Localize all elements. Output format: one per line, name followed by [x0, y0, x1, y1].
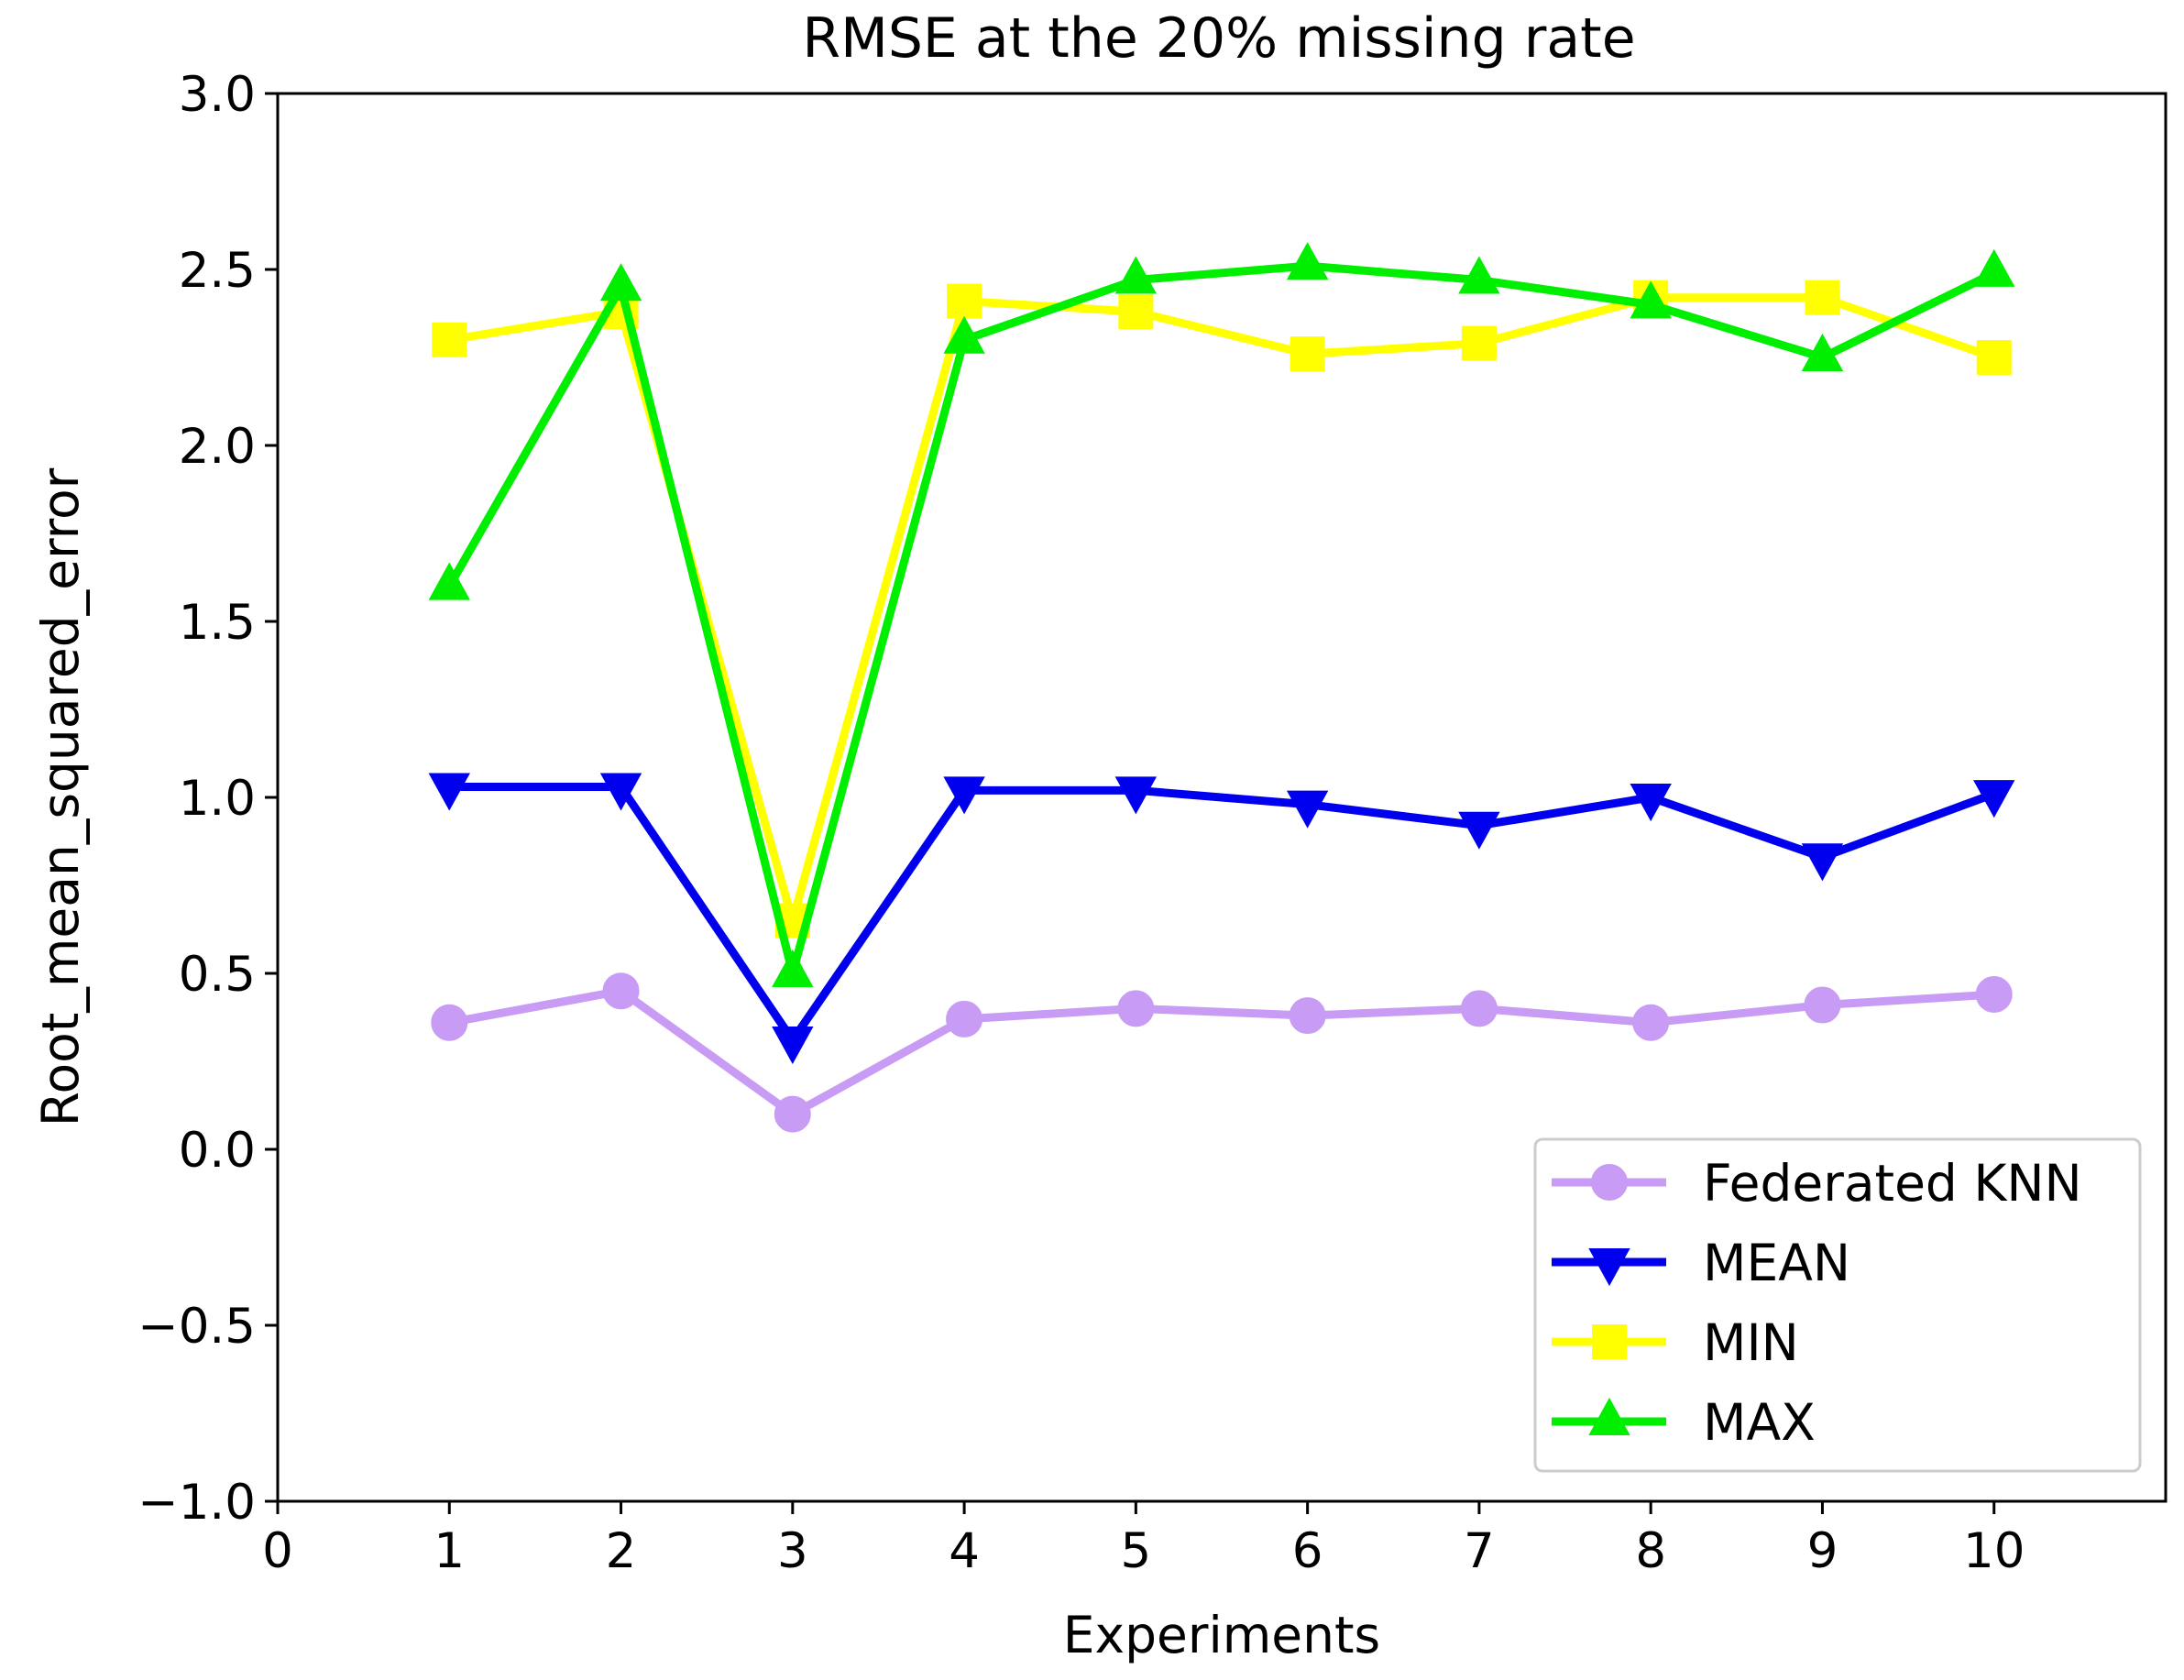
- y-tick-label: 3.0: [179, 67, 256, 123]
- min-point: [1461, 325, 1497, 361]
- max-point: [772, 949, 814, 987]
- mean-point: [1801, 843, 1844, 882]
- max-point: [1973, 248, 2015, 287]
- legend-label: MAX: [1703, 1393, 1816, 1452]
- min-point: [947, 283, 982, 319]
- legend-entry-mean: MEAN: [1552, 1234, 1850, 1292]
- federated-knn-point: [1804, 986, 1841, 1024]
- max-point: [428, 562, 470, 600]
- federated-knn-point: [1117, 990, 1155, 1027]
- federated-knn-point: [1289, 997, 1326, 1035]
- mean-point: [1458, 811, 1500, 850]
- max-point: [1801, 333, 1844, 371]
- min-point: [1290, 336, 1325, 372]
- mean-point: [1286, 790, 1329, 829]
- federated-knn-point: [774, 1095, 811, 1133]
- legend-entry-min: MIN: [1552, 1313, 1799, 1372]
- y-tick-label: 1.5: [179, 595, 256, 651]
- min-point: [1976, 340, 2012, 375]
- y-tick-label: 0.5: [179, 947, 256, 1003]
- mean-point: [1114, 776, 1158, 815]
- federated-knn-point: [946, 1000, 983, 1038]
- x-axis-label: Experiments: [1063, 1606, 1380, 1664]
- legend-label: MIN: [1703, 1313, 1799, 1372]
- mean-point: [943, 776, 985, 815]
- max-point: [1630, 280, 1672, 319]
- x-tick-label: 3: [777, 1523, 808, 1579]
- y-axis-label: Root_mean_squared_error: [31, 467, 90, 1126]
- mean-line: [449, 782, 1996, 1045]
- max-point: [943, 315, 985, 354]
- x-tick-label: 6: [1292, 1523, 1323, 1579]
- x-tick-label: 10: [1963, 1523, 2025, 1579]
- x-tick-label: 9: [1807, 1523, 1838, 1579]
- min-line: [448, 293, 1996, 925]
- legend-swatch-marker: [1588, 1397, 1630, 1435]
- y-tick-label: 0.0: [179, 1123, 256, 1179]
- series-max: [428, 242, 2015, 987]
- x-tick-label: 1: [434, 1523, 465, 1579]
- mean-point: [1973, 780, 2015, 818]
- legend-label: Federated KNN: [1703, 1154, 2082, 1213]
- legend-swatch-marker: [1591, 1164, 1628, 1201]
- y-tick-label: 2.5: [179, 243, 256, 299]
- legend-swatch-marker: [1588, 1248, 1630, 1287]
- min-point: [432, 322, 467, 357]
- plot-frame: [276, 92, 2168, 1503]
- federated-knn-point: [602, 972, 640, 1010]
- min-point: [1118, 294, 1154, 330]
- max-point: [1114, 256, 1158, 294]
- mean-point: [428, 773, 470, 811]
- y-tick-label: 1.0: [179, 771, 256, 827]
- x-axis-ticks: 0 1 2 3 4 5 6 7 8 9 10: [262, 1501, 2025, 1579]
- max-point: [1458, 256, 1500, 294]
- legend: Federated KNN MEAN MIN MAX: [1533, 1137, 2142, 1473]
- min-point: [1805, 280, 1840, 315]
- x-tick-label: 5: [1120, 1523, 1151, 1579]
- mean-point: [599, 773, 642, 811]
- max-point: [1286, 242, 1329, 280]
- series-federated-knn: [431, 972, 2013, 1133]
- federated-knn-point: [1632, 1004, 1670, 1041]
- x-tick-label: 7: [1464, 1523, 1495, 1579]
- mean-point: [1630, 784, 1672, 822]
- mean-point: [772, 1026, 814, 1065]
- series-layer: [428, 242, 2015, 1133]
- legend-box: [1533, 1137, 2142, 1473]
- max-point: [599, 263, 642, 302]
- legend-entry-federated-knn: Federated KNN: [1552, 1154, 2082, 1213]
- x-tick-label: 2: [606, 1523, 637, 1579]
- federated-knn-line: [448, 986, 1995, 1119]
- legend-swatch-marker: [1592, 1324, 1627, 1359]
- series-mean: [428, 773, 2015, 1065]
- y-axis-ticks: −1.0 −0.5 0.0 0.5 1.0 1.5 2.0 2.5 3.0: [137, 67, 278, 1531]
- chart-title: RMSE at the 20% missing rate: [802, 6, 1635, 71]
- legend-entry-max: MAX: [1552, 1393, 1816, 1452]
- x-tick-label: 0: [262, 1523, 293, 1579]
- y-tick-label: −1.0: [137, 1475, 256, 1531]
- federated-knn-point: [431, 1004, 468, 1041]
- legend-label: MEAN: [1703, 1234, 1850, 1292]
- x-tick-label: 8: [1635, 1523, 1666, 1579]
- max-line: [445, 261, 1996, 978]
- y-tick-label: −0.5: [137, 1299, 256, 1355]
- y-tick-label: 2.0: [179, 419, 256, 475]
- federated-knn-point: [1975, 976, 2013, 1014]
- x-tick-label: 4: [949, 1523, 980, 1579]
- federated-knn-point: [1460, 990, 1498, 1027]
